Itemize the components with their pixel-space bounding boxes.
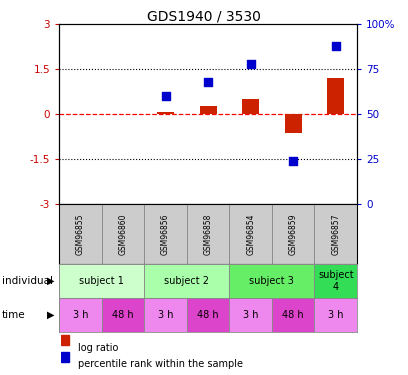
Bar [157,112,174,114]
Text: ▶: ▶ [47,310,55,320]
Bar [61,352,69,362]
Text: 3 h: 3 h [73,310,88,320]
Text: 3 h: 3 h [243,310,258,320]
Text: 48 h: 48 h [282,310,304,320]
Bar [102,298,144,332]
Bar [200,106,217,114]
Text: GDS1940 / 3530: GDS1940 / 3530 [147,9,261,23]
Bar [285,114,302,133]
Bar [102,204,144,264]
Bar [144,264,229,298]
Bar [315,264,357,298]
Text: time: time [2,310,26,320]
Bar [59,264,144,298]
Bar [61,335,69,345]
Text: 48 h: 48 h [197,310,219,320]
Bar [315,204,357,264]
Text: GSM96854: GSM96854 [246,214,255,255]
Bar [242,99,259,114]
Bar [315,298,357,332]
Text: individual: individual [2,276,53,286]
Point [247,61,254,67]
Bar [272,298,315,332]
Text: ▶: ▶ [47,276,55,286]
Bar [187,204,229,264]
Text: subject 2: subject 2 [164,276,209,286]
Text: 48 h: 48 h [112,310,134,320]
Point [205,79,211,85]
Text: percentile rank within the sample: percentile rank within the sample [78,359,242,369]
Bar [144,298,187,332]
Text: GSM96860: GSM96860 [118,214,127,255]
Text: GSM96859: GSM96859 [289,214,298,255]
Text: GSM96858: GSM96858 [204,214,213,255]
Bar [59,298,102,332]
Text: log ratio: log ratio [78,343,118,352]
Bar [272,204,315,264]
Text: GSM96857: GSM96857 [331,214,340,255]
Point [333,43,339,49]
Bar [144,204,187,264]
Text: subject 3: subject 3 [249,276,294,286]
Bar [229,264,315,298]
Text: GSM96855: GSM96855 [76,214,85,255]
Bar [229,204,272,264]
Bar [229,298,272,332]
Bar [59,204,102,264]
Text: 3 h: 3 h [158,310,173,320]
Text: subject 1: subject 1 [79,276,124,286]
Text: 3 h: 3 h [328,310,344,320]
Bar [187,298,229,332]
Text: subject
4: subject 4 [318,270,354,292]
Point [290,158,297,164]
Bar [327,78,344,114]
Point [162,93,169,99]
Text: GSM96856: GSM96856 [161,214,170,255]
